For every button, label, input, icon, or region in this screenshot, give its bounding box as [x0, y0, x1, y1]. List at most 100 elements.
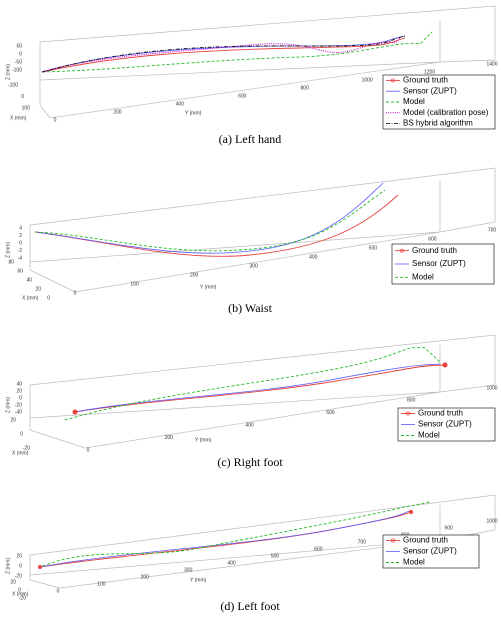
x-tick-label: 60	[17, 268, 23, 274]
z-tick-label: 50	[16, 43, 22, 49]
plot-frame	[29, 334, 496, 449]
y-tick-label: 200	[190, 272, 199, 278]
legend-label: Model (calibration pose)	[403, 108, 489, 117]
x-axis-label: X (mm)	[12, 591, 29, 597]
caption: (c) Right foot	[217, 455, 283, 469]
legend-label: BS hybrid algorithm	[403, 119, 473, 128]
legend-label: Model	[418, 431, 440, 440]
legend-box	[382, 74, 496, 130]
y-tick-label: 700	[358, 539, 367, 545]
y-tick-label: 400	[309, 254, 318, 260]
z-tick-label: 0	[19, 51, 22, 57]
x-axis-label: X (mm)	[12, 450, 29, 456]
z-tick-label: -40	[15, 409, 22, 415]
z-tick-label: 0	[19, 563, 22, 569]
z-tick-label: 2	[19, 233, 22, 239]
y-tick-label: 1000	[486, 385, 497, 391]
legend-label: Model	[412, 272, 434, 281]
y-axis-label: Y (mm)	[185, 110, 202, 116]
y-tick-label: 500	[271, 553, 280, 559]
legend-marker	[406, 411, 410, 416]
y-tick-label: 200	[165, 435, 174, 441]
y-tick-label: 900	[444, 525, 453, 531]
caption: (a) Left hand	[219, 132, 282, 146]
y-tick-label: 1000	[486, 518, 497, 524]
z-tick-label: -20	[15, 573, 22, 579]
legend-label: Sensor (ZUPT)	[403, 547, 457, 556]
y-axis-label: Y (mm)	[200, 284, 217, 290]
z-tick-label: 0	[19, 395, 22, 401]
caption: (d) Left foot	[220, 599, 280, 613]
y-tick-label: 700	[488, 227, 497, 233]
z-axis-label: Z (mm)	[5, 64, 11, 80]
y-tick-label: 100	[97, 581, 106, 587]
z-tick-label: 0	[19, 240, 22, 246]
legend-marker	[391, 78, 395, 83]
x-tick-label: 20	[10, 417, 16, 423]
y-tick-label: 600	[326, 410, 335, 416]
y-tick-label: 200	[141, 574, 150, 580]
legend-label: Ground truth	[418, 409, 463, 418]
z-tick-label: -50	[15, 59, 22, 65]
x-axis-label: X (mm)	[22, 295, 39, 301]
y-tick-label: 0	[74, 290, 77, 296]
x-tick-label: 100	[22, 105, 31, 111]
legend-label: Model	[403, 558, 425, 567]
y-tick-label: 1000	[362, 77, 373, 83]
y-axis-label: Y (mm)	[190, 577, 207, 583]
z-tick-label: 4	[19, 225, 22, 231]
y-tick-label: 100	[130, 281, 139, 287]
y-tick-label: 500	[369, 245, 378, 251]
y-tick-label: 1400	[486, 61, 497, 67]
z-tick-label: -4	[18, 255, 23, 261]
plot-frame	[29, 167, 496, 293]
y-tick-label: 400	[227, 560, 236, 566]
x-tick-label: -20	[19, 595, 26, 601]
y-tick-label: 0	[54, 117, 57, 123]
z-tick-label: 20	[16, 388, 22, 394]
x-tick-label: -20	[23, 445, 30, 451]
y-tick-label: 1200	[424, 69, 435, 75]
legend-label: Ground truth	[403, 76, 448, 85]
legend: Ground truth Sensor (ZUPT) Model	[397, 407, 496, 442]
x-tick-label: -100	[8, 82, 18, 88]
x-axis-label: X (mm)	[10, 115, 27, 121]
legend-marker	[391, 538, 395, 543]
y-tick-label: 400	[176, 101, 185, 107]
z-axis-label: Z (mm)	[5, 242, 11, 258]
legend-label: Ground truth	[412, 246, 457, 255]
y-tick-label: 800	[407, 398, 416, 404]
y-tick-label: 600	[428, 236, 437, 242]
legend: Ground truth Sensor (ZUPT) Model	[391, 243, 495, 285]
z-tick-label: 20	[16, 553, 22, 559]
y-axis-label: Y (mm)	[195, 437, 212, 443]
z-tick-label: -20	[15, 402, 22, 408]
legend-label: Ground truth	[403, 536, 448, 545]
z-tick-label: -2	[18, 248, 23, 254]
z-axis-label: Z (mm)	[5, 558, 11, 574]
legend-label: Model	[403, 97, 425, 106]
x-tick-label: 20	[10, 579, 16, 585]
z-axis-label: Z (mm)	[5, 397, 11, 413]
x-tick-label: 20	[35, 286, 41, 292]
y-tick-label: 200	[113, 109, 122, 115]
legend-marker	[400, 248, 404, 253]
z-tick-label: -100	[12, 67, 22, 73]
x-tick-label: 40	[26, 277, 32, 283]
legend: Ground truth Sensor (ZUPT) Model	[382, 534, 480, 569]
x-tick-label: 0	[20, 431, 23, 437]
y-tick-label: 400	[245, 423, 254, 429]
caption: (b) Waist	[228, 301, 272, 315]
z-tick-label: 40	[16, 381, 22, 387]
plot-frame	[39, 5, 496, 119]
y-tick-label: 600	[238, 93, 247, 99]
legend-label: Sensor (ZUPT)	[403, 86, 457, 95]
legend-label: Sensor (ZUPT)	[418, 420, 472, 429]
legend-label: Sensor (ZUPT)	[412, 259, 466, 268]
y-tick-label: 300	[184, 567, 193, 573]
y-tick-label: 300	[250, 263, 259, 269]
x-tick-label: 0	[18, 587, 21, 593]
x-tick-label: 0	[47, 295, 50, 301]
